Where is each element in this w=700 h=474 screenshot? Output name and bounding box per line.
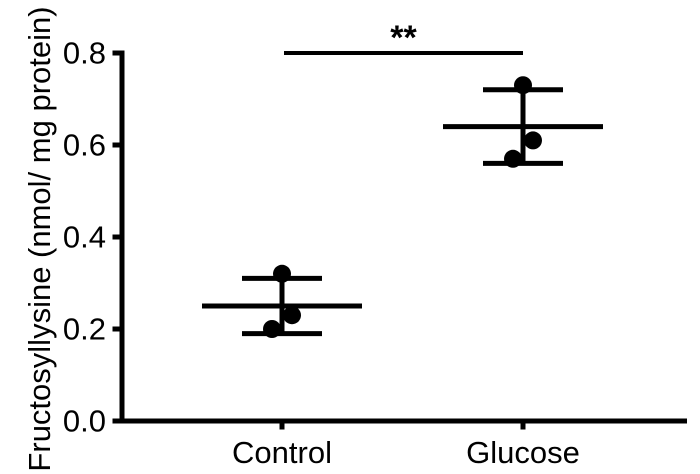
y-axis-tick-label: 0.2: [63, 312, 106, 347]
data-point: [263, 320, 281, 338]
x-axis-category-label: Glucose: [466, 435, 580, 470]
y-axis-tick-label: 0.8: [63, 36, 106, 71]
y-axis-tick-label: 0.0: [63, 404, 106, 439]
data-point: [514, 76, 532, 95]
x-axis-category-label: Control: [232, 435, 332, 470]
data-point: [283, 306, 301, 325]
data-point: [273, 264, 291, 283]
data-point: [504, 149, 522, 168]
y-axis-tick-label: 0.4: [63, 220, 106, 255]
significance-label: **: [390, 19, 417, 57]
data-point: [524, 131, 542, 150]
y-axis-tick-label: 0.6: [63, 128, 106, 163]
y-axis-title: Fructosyllysine (nmol/ mg protein): [22, 6, 57, 471]
